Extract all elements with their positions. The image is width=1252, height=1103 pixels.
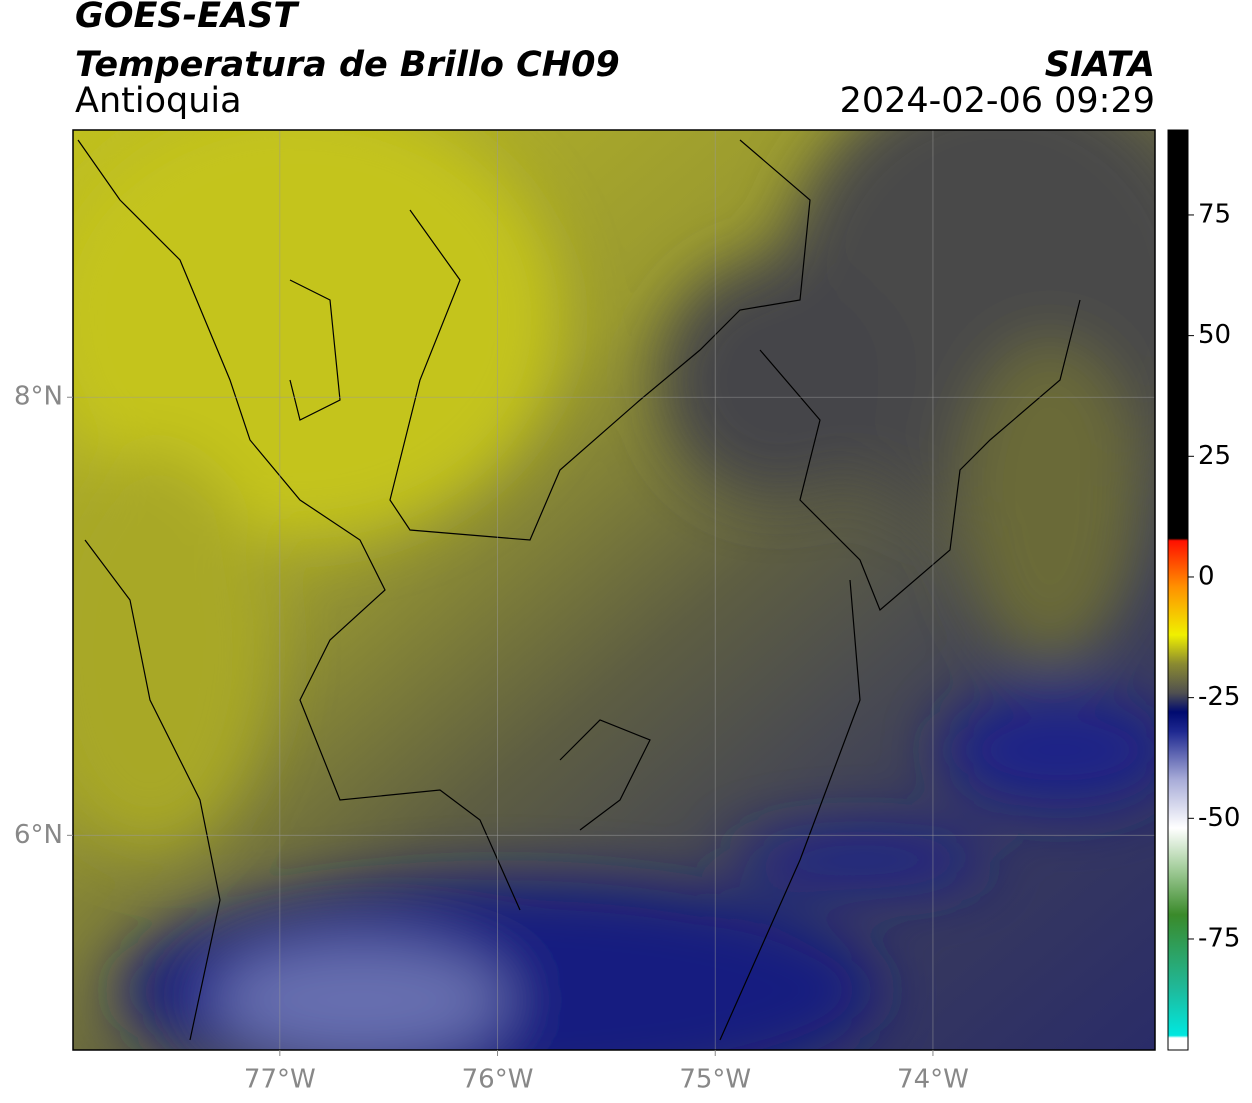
title: GOES-EAST (75, 0, 300, 36)
y-tick-label: 6°N (14, 820, 63, 850)
colorbar (1167, 129, 1189, 1051)
subtitle: Temperatura de Brillo CH09 (75, 45, 620, 85)
region: Antioquia (75, 81, 242, 121)
colorbar-tick-label: 25 (1198, 441, 1231, 471)
colorbar-tick-label: -50 (1198, 803, 1240, 833)
graticule (73, 130, 1155, 1050)
y-tick-label: 8°N (14, 382, 63, 412)
colorbar-tick-label: -75 (1198, 923, 1240, 953)
datetime: 2024-02-06 09:29 (840, 81, 1155, 121)
colorbar-tick-label: 50 (1198, 320, 1231, 350)
map-frame (72, 129, 1156, 1051)
x-tick-label: 75°W (679, 1065, 751, 1095)
x-tick-label: 74°W (897, 1065, 969, 1095)
source: SIATA (1045, 45, 1155, 85)
x-tick-label: 77°W (244, 1065, 316, 1095)
colorbar-tick-label: -25 (1198, 682, 1240, 712)
x-tick-label: 76°W (462, 1065, 534, 1095)
colorbar-tick-label: 0 (1198, 561, 1215, 591)
satellite-image (73, 130, 1155, 1050)
colorbar-tick-label: 75 (1198, 199, 1231, 229)
